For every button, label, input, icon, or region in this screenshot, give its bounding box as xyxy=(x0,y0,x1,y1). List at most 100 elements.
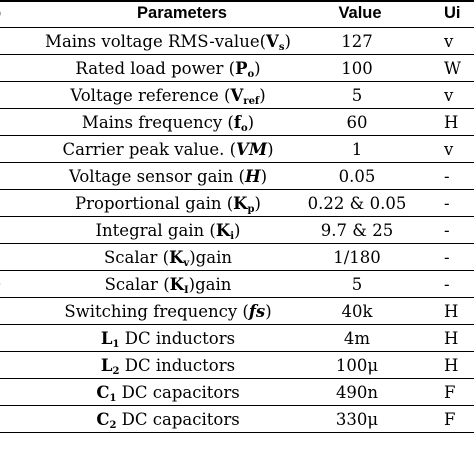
parameter-unit: W xyxy=(444,59,461,78)
parameter-suffix: DC inductors xyxy=(119,356,236,375)
parameter-suffix: DC capacitors xyxy=(116,410,240,429)
parameter-unit: - xyxy=(444,194,450,213)
table-row: Carrier peak value. (VM) 1 v xyxy=(0,136,474,163)
parameter-text: Mains frequency ( xyxy=(81,113,234,132)
parameter-value: 0.22 & 0.05 xyxy=(307,194,407,213)
parameter-suffix: ) xyxy=(254,194,261,213)
parameter-suffix: )gain xyxy=(188,275,232,294)
parameter-subscript: 1 xyxy=(109,393,117,404)
parameter-subscript: ref xyxy=(243,96,260,107)
parameter-text: Scalar ( xyxy=(104,248,170,267)
parameter-symbol: fo xyxy=(233,113,248,134)
parameter-suffix: ) xyxy=(284,32,291,51)
parameter-value: 0.05 xyxy=(338,167,376,186)
row-rule xyxy=(0,324,474,325)
parameter-name: Scalar (KI)gain xyxy=(8,271,328,298)
table-row: Mains voltage RMS-value(Vs) 127 v xyxy=(0,28,474,55)
parameter-unit: v xyxy=(444,86,454,105)
header-unit: Ui xyxy=(444,4,461,22)
row-number xyxy=(0,217,8,244)
parameter-value: 100 xyxy=(341,59,373,78)
table-row: Scalar (Kv)gain 1/180 - xyxy=(0,244,474,271)
table-row: L1 DC inductors 4m H xyxy=(0,325,474,352)
parameter-value: 40k xyxy=(341,302,373,321)
parameter-symbol: C1 xyxy=(96,383,117,404)
table-row: Voltage sensor gain (H) 0.05 - xyxy=(0,163,474,190)
parameter-text: Carrier peak value. ( xyxy=(62,140,237,159)
row-number xyxy=(0,406,8,433)
row-rule xyxy=(0,189,474,190)
row-rule xyxy=(0,405,474,406)
parameter-symbol: C2 xyxy=(96,410,117,431)
parameter-value: 9.7 & 25 xyxy=(320,221,394,240)
row-rule xyxy=(0,216,474,217)
parameter-suffix: ) xyxy=(260,167,268,186)
parameter-name: Scalar (Kv)gain xyxy=(8,244,328,271)
row-number xyxy=(0,28,8,55)
header-row: o Parameters Value Ui xyxy=(0,0,474,27)
parameter-subscript: s xyxy=(278,42,285,53)
parameter-subscript: 1 xyxy=(112,339,120,350)
parameter-name: Switching frequency (fs) xyxy=(8,298,328,325)
header-parameters: Parameters xyxy=(137,4,227,22)
parameter-subscript: 2 xyxy=(112,366,120,377)
parameter-symbol: Kv xyxy=(169,248,190,269)
parameter-text: Voltage reference ( xyxy=(70,86,231,105)
parameter-symbol: Kp xyxy=(233,194,255,215)
parameter-value: 1/180 xyxy=(333,248,381,267)
table-row: Switching frequency (fs) 40k H xyxy=(0,298,474,325)
parameter-text: Proportional gain ( xyxy=(75,194,234,213)
parameter-symbol: L2 xyxy=(100,356,120,377)
parameter-symbol: Vs xyxy=(266,32,285,53)
parameter-unit: - xyxy=(444,167,450,186)
parameter-text: Switching frequency ( xyxy=(64,302,249,321)
row-rule xyxy=(0,162,474,163)
parameter-subscript: v xyxy=(183,258,190,269)
parameter-value: 330μ xyxy=(335,410,379,429)
row-number xyxy=(0,136,8,163)
parameter-suffix: ) xyxy=(234,221,241,240)
parameter-unit: v xyxy=(444,32,454,51)
parameter-symbol: Vref xyxy=(230,86,260,107)
parameter-name: Rated load power (Po) xyxy=(8,55,328,82)
row-rule xyxy=(0,270,474,271)
row-number xyxy=(0,352,8,379)
parameter-suffix: )gain xyxy=(189,248,232,267)
parameter-suffix: ) xyxy=(259,86,266,105)
header-rule xyxy=(0,27,474,28)
parameter-subscript: i xyxy=(230,231,235,242)
row-rule xyxy=(0,378,474,379)
row-rule xyxy=(0,297,474,298)
parameter-value: 1 xyxy=(351,140,363,159)
parameter-value: 127 xyxy=(341,32,373,51)
parameter-subscript: p xyxy=(247,204,255,215)
row-number xyxy=(0,379,8,406)
parameter-suffix: ) xyxy=(267,140,274,159)
table-row: Integral gain (Ki) 9.7 & 25- xyxy=(0,217,474,244)
parameter-name: Mains frequency (fo) xyxy=(8,109,328,136)
parameter-name: Voltage reference (Vref) xyxy=(8,82,328,109)
parameter-text: Voltage sensor gain ( xyxy=(68,167,245,186)
parameter-name: C1 DC capacitors xyxy=(8,379,328,406)
parameter-value: 5 xyxy=(351,86,363,105)
row-number xyxy=(0,298,8,325)
parameter-unit: - xyxy=(444,221,450,240)
parameter-name: Mains voltage RMS-value(Vs) xyxy=(8,28,328,55)
parameter-value: 100μ xyxy=(335,356,379,375)
parameter-suffix: ) xyxy=(254,59,261,78)
row-rule xyxy=(0,432,474,433)
parameter-text: Mains voltage RMS-value( xyxy=(45,32,267,51)
row-rule xyxy=(0,81,474,82)
table-top-rule xyxy=(0,0,474,2)
row-rule xyxy=(0,351,474,352)
header-no: o xyxy=(0,0,8,27)
parameter-symbol: H xyxy=(245,167,261,186)
table-row: Voltage reference (Vref) 5 v xyxy=(0,82,474,109)
parameter-unit: H xyxy=(444,356,459,375)
parameter-name: L1 DC inductors xyxy=(8,325,328,352)
parameter-symbol: fs xyxy=(248,302,266,321)
parameter-subscript: 2 xyxy=(109,420,117,431)
parameter-value: 60 xyxy=(346,113,368,132)
table-row: Proportional gain (Kp) 0.22 & 0.05 - xyxy=(0,190,474,217)
parameter-subscript: I xyxy=(183,285,189,296)
